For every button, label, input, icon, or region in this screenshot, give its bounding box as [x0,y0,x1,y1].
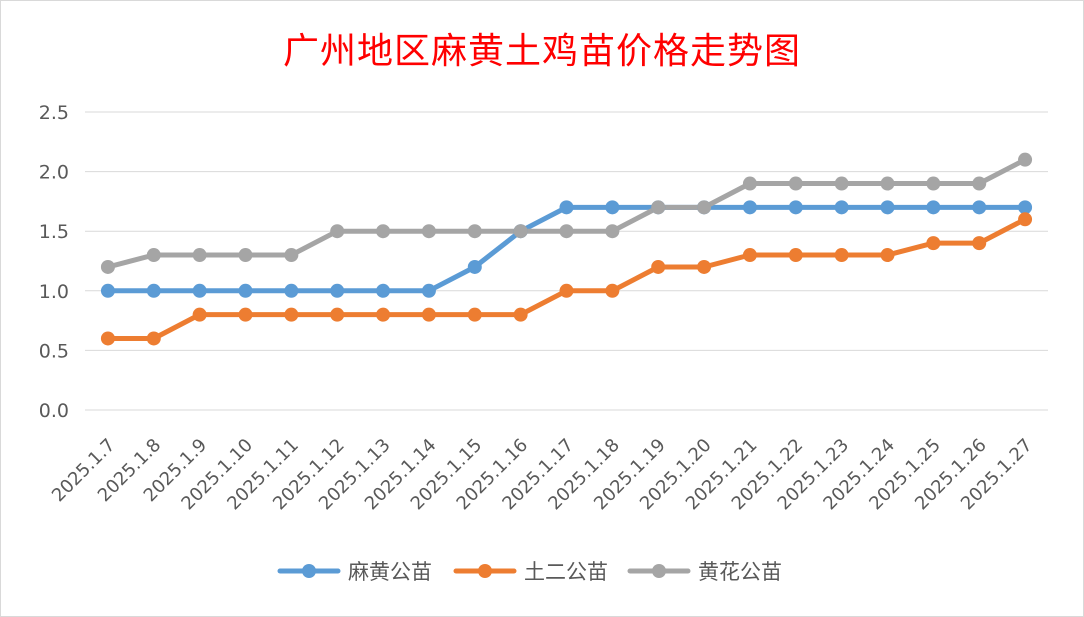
y-tick-label: 0.5 [39,340,69,362]
y-tick-label: 2.5 [39,102,69,124]
legend: 麻黄公苗 土二公苗 黄花公苗 [277,560,782,584]
data-point-series-0 [926,200,941,215]
data-point-series-1 [605,283,620,298]
data-point-series-2 [926,176,941,191]
data-point-series-0 [192,283,207,298]
data-point-series-1 [146,331,161,346]
data-point-series-0 [742,200,757,215]
data-point-series-2 [697,200,712,215]
chart-title: 广州地区麻黄土鸡苗价格走势图 [282,31,801,72]
data-point-series-1 [926,236,941,251]
data-point-series-2 [192,248,207,263]
legend-marker [302,564,316,578]
data-point-series-0 [376,283,391,298]
data-point-series-0 [467,259,482,274]
data-point-series-0 [100,283,115,298]
data-point-series-0 [880,200,895,215]
legend-marker [478,564,492,578]
data-point-series-1 [330,307,345,322]
data-point-series-1 [513,307,528,322]
data-point-series-1 [880,248,895,263]
data-point-series-1 [834,248,849,263]
data-point-series-2 [238,248,253,263]
data-point-series-2 [467,224,482,239]
data-point-series-1 [192,307,207,322]
y-tick-label: 1.5 [39,221,69,243]
data-point-series-2 [972,176,987,191]
data-point-series-2 [605,224,620,239]
data-point-series-0 [605,200,620,215]
data-point-series-0 [972,200,987,215]
data-point-series-2 [330,224,345,239]
data-point-series-1 [559,283,574,298]
data-point-series-2 [513,224,528,239]
data-point-series-1 [376,307,391,322]
data-point-series-1 [421,307,436,322]
data-point-series-2 [1018,152,1033,167]
data-point-series-0 [421,283,436,298]
data-point-series-0 [834,200,849,215]
data-point-series-1 [467,307,482,322]
gridlines [85,111,1048,411]
data-point-series-0 [146,283,161,298]
data-point-series-2 [651,200,666,215]
data-point-series-1 [742,248,757,263]
data-point-series-1 [284,307,299,322]
legend-label: 黄花公苗 [698,560,782,584]
data-point-series-2 [100,259,115,274]
data-point-series-1 [697,259,712,274]
data-point-series-2 [376,224,391,239]
data-point-series-1 [1018,212,1033,227]
y-axis-ticks: 0.0 0.5 1.0 1.5 2.0 2.5 [39,102,69,422]
data-point-series-1 [238,307,253,322]
series-points [100,152,1033,346]
x-axis-ticks: 2025.1.72025.1.82025.1.92025.1.102025.1.… [48,435,1037,515]
legend-label: 土二公苗 [524,560,608,584]
data-point-series-2 [284,248,299,263]
legend-marker [652,564,666,578]
data-point-series-1 [651,259,666,274]
data-point-series-2 [421,224,436,239]
data-point-series-0 [1018,200,1033,215]
data-point-series-1 [972,236,987,251]
data-point-series-2 [559,224,574,239]
data-point-series-1 [100,331,115,346]
y-tick-label: 1.0 [39,281,69,303]
legend-label: 麻黄公苗 [348,560,432,584]
data-point-series-2 [742,176,757,191]
data-point-series-0 [788,200,803,215]
y-tick-label: 0.0 [39,400,69,422]
data-point-series-0 [284,283,299,298]
y-tick-label: 2.0 [39,162,69,184]
data-point-series-2 [146,248,161,263]
data-point-series-0 [559,200,574,215]
data-point-series-1 [788,248,803,263]
data-point-series-0 [330,283,345,298]
data-point-series-2 [788,176,803,191]
data-point-series-2 [834,176,849,191]
data-point-series-0 [238,283,253,298]
data-point-series-2 [880,176,895,191]
